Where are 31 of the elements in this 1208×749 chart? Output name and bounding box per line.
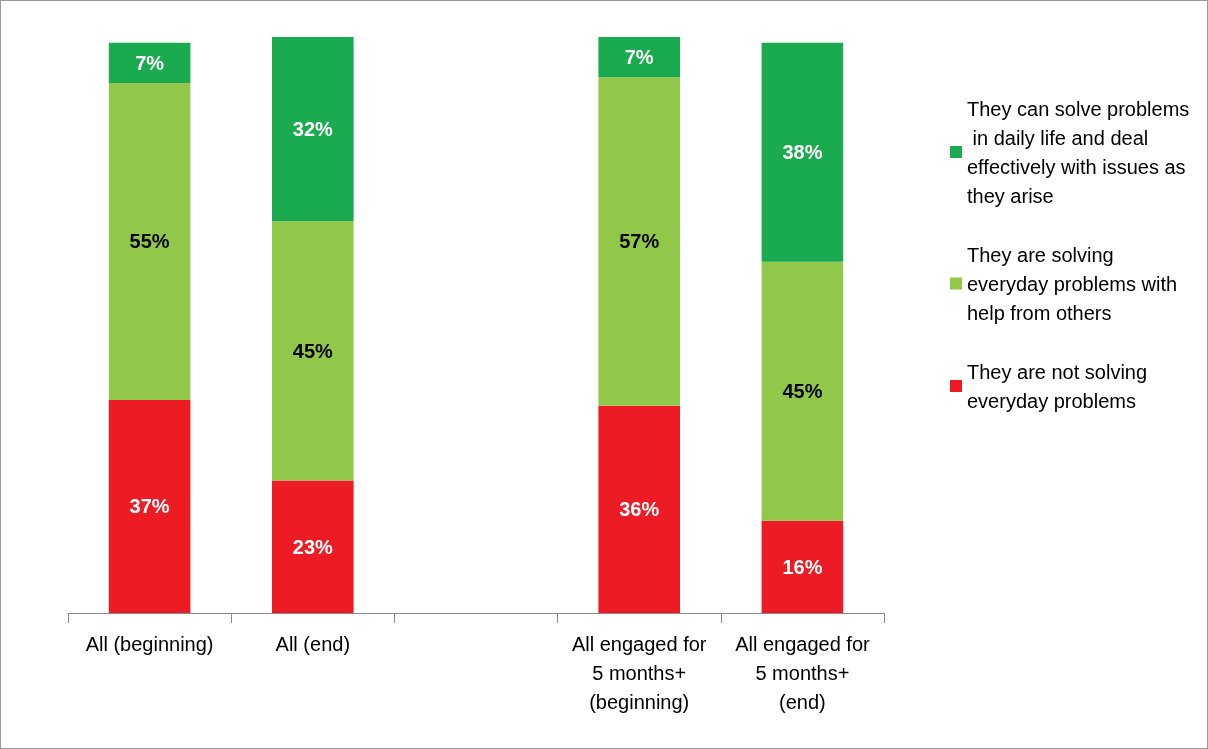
bar: [761, 520, 844, 613]
data-label: 38%: [782, 141, 823, 164]
bar: [761, 42, 844, 262]
data-label: 7%: [624, 46, 654, 69]
x-tick-label: All (end): [275, 632, 351, 655]
data-label: 57%: [619, 230, 660, 253]
bar: [272, 480, 354, 613]
bar: [272, 221, 354, 481]
bar: [108, 83, 191, 400]
x-tick-label: All (beginning): [85, 632, 214, 655]
legend-label: They are not solving everyday problems: [967, 360, 1153, 412]
bar: [598, 77, 680, 406]
bar: [108, 42, 191, 84]
data-label: 45%: [782, 380, 823, 403]
bar: [598, 37, 680, 78]
legend-label: They are solving everyday problems with help from others: [967, 243, 1183, 324]
data-label: 23%: [292, 535, 334, 558]
data-label: 55%: [129, 230, 170, 253]
data-label: 36%: [619, 498, 660, 521]
data-label: 45%: [292, 339, 334, 362]
data-label: 37%: [129, 495, 170, 518]
bar: [761, 261, 844, 521]
bar: [598, 405, 680, 613]
data-label: 16%: [782, 555, 823, 578]
x-tick-label: All engaged for 5 months+ (end): [735, 632, 871, 713]
data-label: 7%: [135, 51, 165, 74]
legend-label: They can solve problems in daily life and deal effectively with issues as they arise: [967, 97, 1192, 207]
bar: [108, 399, 191, 613]
data-label: 32%: [292, 118, 334, 141]
x-tick-label: All engaged for 5 months+ (beginning): [571, 632, 707, 713]
bar: [272, 37, 354, 222]
